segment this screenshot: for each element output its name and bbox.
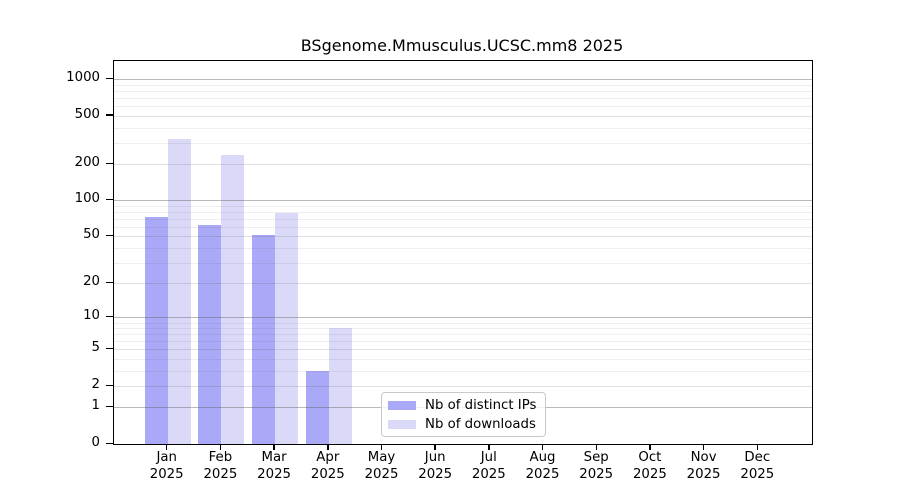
y-tick-label: 1	[91, 398, 100, 414]
x-tick-label-sep: Sep 2025	[579, 450, 614, 482]
x-tick-label-jun: Jun 2025	[418, 450, 453, 482]
y-tick-mark	[106, 405, 113, 408]
x-tick-label-mar: Mar 2025	[257, 450, 292, 482]
y-tick-mark	[106, 162, 113, 164]
x-tick-mark	[541, 444, 544, 450]
gridline-minor	[114, 212, 812, 213]
plot-area: Nb of distinct IPs Nb of downloads	[113, 60, 813, 445]
y-tick-label: 200	[74, 155, 100, 170]
bar-mar-distinct-ips	[252, 235, 276, 444]
legend-item-distinct-ips: Nb of distinct IPs	[388, 398, 545, 413]
legend-swatch-distinct-ips	[388, 400, 416, 410]
y-tick-mark	[106, 77, 113, 80]
legend: Nb of distinct IPs Nb of downloads	[381, 392, 546, 437]
x-tick-mark	[219, 444, 222, 450]
y-tick-mark	[106, 315, 113, 318]
y-tick-mark	[106, 347, 113, 350]
y-tick-label: 100	[74, 191, 100, 207]
bar-apr-distinct-ips	[305, 370, 329, 444]
gridline-minor	[114, 205, 812, 207]
y-tick-mark	[106, 442, 113, 444]
x-tick-mark	[434, 444, 436, 450]
y-tick-label: 2	[91, 377, 100, 392]
x-tick-label-dec: Dec 2025	[740, 450, 775, 482]
x-tick-label-jan: Jan 2025	[149, 450, 184, 482]
x-tick-mark	[327, 444, 329, 450]
x-tick-label-aug: Aug 2025	[525, 450, 560, 482]
bar-jan-distinct-ips	[144, 216, 168, 444]
x-tick-mark	[488, 444, 490, 450]
gridline-minor	[114, 219, 812, 220]
legend-label-downloads: Nb of downloads	[425, 416, 536, 432]
legend-item-downloads: Nb of downloads	[388, 417, 545, 432]
bar-feb-downloads	[221, 154, 245, 444]
gridline	[114, 164, 812, 165]
bar-apr-downloads	[328, 328, 352, 444]
legend-label-distinct-ips: Nb of distinct IPs	[425, 397, 537, 413]
gridline-minor	[114, 142, 812, 144]
x-tick-mark	[165, 444, 168, 450]
y-tick-label: 500	[74, 106, 100, 122]
y-tick-label: 50	[83, 227, 100, 243]
gridline-minor	[114, 91, 812, 93]
y-tick-mark	[106, 281, 113, 284]
y-tick-label: 10	[83, 308, 100, 324]
y-tick-label: 1000	[66, 70, 100, 86]
x-tick-label-jul: Jul 2025	[471, 450, 506, 482]
x-tick-mark	[595, 444, 597, 450]
gridline-minor	[114, 106, 812, 108]
y-tick-label: 0	[91, 435, 100, 450]
bar-mar-downloads	[275, 213, 299, 444]
y-tick-mark	[106, 198, 113, 201]
y-tick-mark	[106, 114, 113, 116]
x-tick-mark	[273, 444, 275, 450]
x-tick-label-apr: Apr 2025	[310, 450, 345, 482]
bar-feb-distinct-ips	[198, 225, 222, 444]
y-tick-mark	[106, 234, 113, 237]
chart-title: BSgenome.Mmusculus.UCSC.mm8 2025	[300, 36, 624, 55]
x-tick-mark	[756, 444, 759, 450]
x-tick-mark	[649, 444, 651, 450]
gridline-major	[114, 200, 812, 202]
x-tick-mark	[380, 444, 383, 450]
y-tick-label: 20	[83, 274, 100, 290]
gridline-minor	[114, 84, 812, 86]
y-tick-mark	[106, 384, 113, 386]
x-tick-label-oct: Oct 2025	[632, 450, 667, 482]
bar-jan-downloads	[167, 139, 191, 444]
legend-swatch-downloads	[388, 419, 416, 429]
x-tick-label-may: May 2025	[364, 450, 399, 482]
x-tick-mark	[702, 444, 705, 450]
gridline-minor	[114, 98, 812, 100]
y-tick-label: 5	[91, 340, 100, 356]
gridline-major	[114, 79, 812, 81]
gridline-minor	[114, 127, 812, 129]
gridline	[114, 115, 812, 117]
x-tick-label-nov: Nov 2025	[686, 450, 721, 482]
x-tick-label-feb: Feb 2025	[203, 450, 238, 482]
